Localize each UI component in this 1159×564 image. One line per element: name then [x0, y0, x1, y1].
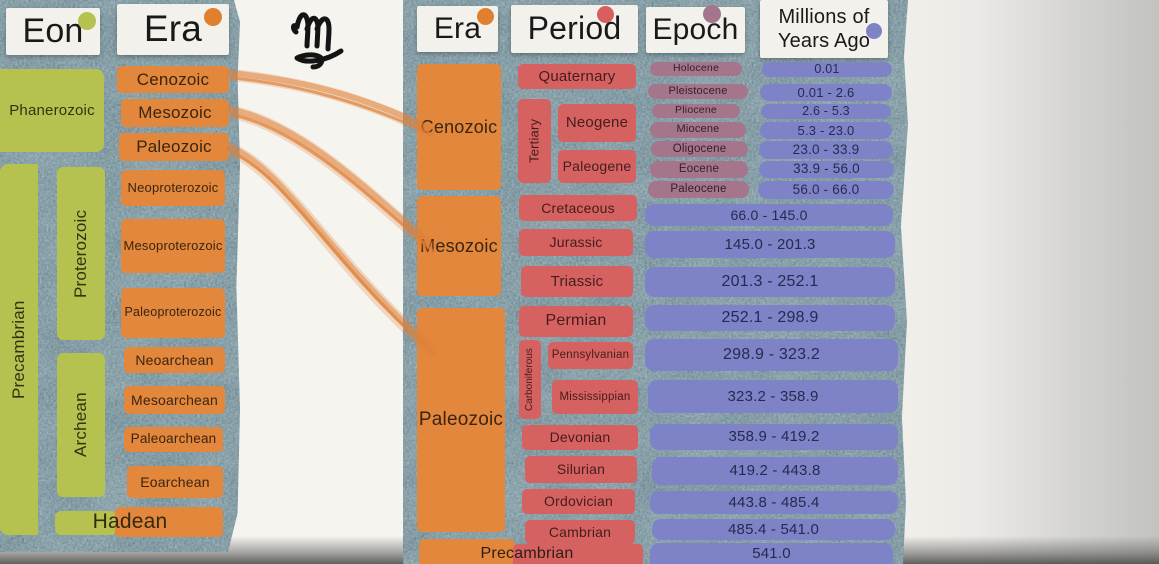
eon-legend-dot — [78, 12, 96, 30]
mya-triassic: 201.3 - 252.1 — [645, 267, 895, 297]
epoch-header: Epoch — [646, 7, 745, 53]
left-era-cenozoic[interactable]: Cenozoic — [117, 66, 229, 93]
epoch-oligocene: Oligocene — [651, 141, 748, 157]
era-legend-dot-right — [477, 8, 494, 25]
mya-cretaceous: 66.0 - 145.0 — [645, 204, 893, 226]
mya-precambrian: 541.0 — [650, 543, 893, 564]
mya-pleistocene: 0.01 - 2.6 — [760, 84, 892, 101]
period-pennsylvanian: Pennsylvanian — [548, 342, 633, 369]
right-era-mesozoic[interactable]: Mesozoic — [417, 196, 501, 296]
left-era-paleoarchean: Paleoarchean — [124, 427, 223, 452]
mya-pennsylvanian: 298.9 - 323.2 — [645, 339, 898, 371]
epoch-eocene: Eocene — [650, 161, 748, 178]
mya-ordovician: 443.8 - 485.4 — [650, 491, 898, 514]
period-carboniferous: Carboniferous — [519, 340, 541, 419]
period-jurassic: Jurassic — [519, 229, 633, 256]
period-legend-dot — [597, 6, 614, 23]
left-era-mesoarchean: Mesoarchean — [124, 386, 225, 414]
right-precambrian-orange-segment — [419, 539, 515, 564]
period-tertiary: Tertiary — [518, 99, 551, 183]
period-ordovician: Ordovician — [522, 489, 635, 514]
period-paleogene: Paleogene — [558, 150, 636, 183]
mya-holocene: 0.01 — [762, 62, 892, 77]
mya-miocene: 5.3 - 23.0 — [760, 122, 892, 139]
mya-paleocene: 56.0 - 66.0 — [758, 181, 894, 199]
left-era-neoarchean: Neoarchean — [124, 347, 225, 373]
epoch-pliocene: Pliocene — [652, 104, 740, 118]
era-header-left: Era — [117, 4, 229, 55]
eon-hadean-label: Hadean — [92, 509, 168, 533]
left-era-neoproterozoic: Neoproterozoic — [121, 170, 225, 206]
mya-jurassic: 145.0 - 201.3 — [645, 231, 895, 258]
epoch-pleistocene: Pleistocene — [648, 84, 748, 99]
mya-silurian: 419.2 - 443.8 — [652, 457, 898, 485]
left-era-paleozoic[interactable]: Paleozoic — [119, 133, 229, 161]
right-era-paleozoic[interactable]: Paleozoic — [417, 308, 505, 532]
eon-hadean-orange-segment — [115, 507, 223, 537]
left-era-eoarchean: Eoarchean — [127, 466, 223, 498]
epoch-holocene: Holocene — [650, 62, 742, 76]
eon-archean: Archean — [57, 353, 105, 497]
epoch-paleocene: Paleocene — [648, 181, 749, 198]
mya-oligocene: 23.0 - 33.9 — [759, 141, 893, 159]
period-triassic: Triassic — [521, 266, 633, 297]
era-legend-dot-left — [204, 8, 222, 26]
eon-phanerozoic: Phanerozoic — [0, 69, 104, 152]
mya-cambrian: 485.4 - 541.0 — [652, 519, 895, 540]
period-precambrian-label: Precambrian — [480, 545, 574, 563]
mya-eocene: 33.9 - 56.0 — [759, 161, 894, 178]
period-silurian: Silurian — [525, 456, 637, 483]
period-mississippian: Mississippian — [552, 380, 638, 414]
eon-precambrian: Precambrian — [0, 164, 38, 535]
left-era-mesoproterozoic: Mesoproterozoic — [121, 219, 225, 273]
period-devonian: Devonian — [522, 425, 638, 450]
mya-mississippian: 323.2 - 358.9 — [648, 380, 898, 413]
mya-permian: 252.1 - 298.9 — [645, 305, 895, 331]
left-era-paleoproterozoic: Paleoproterozoic — [121, 288, 225, 338]
period-cretaceous: Cretaceous — [519, 195, 637, 221]
period-cambrian: Cambrian — [525, 520, 635, 544]
eon-proterozoic: Proterozoic — [57, 167, 105, 340]
mya-legend-dot — [866, 23, 882, 39]
eon-hadean-green-segment — [55, 511, 117, 535]
epoch-legend-dot — [703, 5, 721, 23]
epoch-miocene: Miocene — [650, 122, 746, 138]
mya-devonian: 358.9 - 419.2 — [650, 424, 898, 450]
period-header: Period — [511, 5, 638, 53]
left-era-mesozoic[interactable]: Mesozoic — [121, 99, 229, 127]
period-precambrian-segment — [513, 544, 643, 564]
mya-pliocene: 2.6 - 5.3 — [761, 104, 891, 119]
period-quaternary: Quaternary — [518, 64, 636, 89]
period-neogene: Neogene — [558, 104, 636, 142]
period-permian: Permian — [519, 306, 633, 337]
right-era-cenozoic[interactable]: Cenozoic — [417, 64, 501, 190]
